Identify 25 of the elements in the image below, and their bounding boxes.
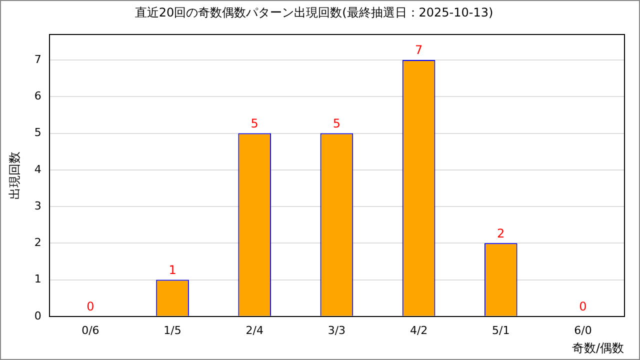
y-tick-label: 4	[34, 162, 42, 176]
y-tick-label: 0	[34, 309, 42, 322]
x-tick-label: 4/2	[410, 324, 428, 337]
y-tick-label: 6	[34, 90, 42, 103]
data-label: 1	[168, 262, 176, 277]
y-tick-label: 2	[34, 236, 42, 250]
x-tick-label: 1/5	[164, 324, 182, 337]
x-axis-title: 奇数/偶数	[572, 340, 624, 355]
x-tick-label: 5/1	[492, 324, 510, 337]
data-label: 0	[86, 300, 94, 314]
chart-title: 直近20回の奇数偶数パターン出現回数(最終抽選日：2025-10-13)	[134, 5, 494, 20]
x-tick-label: 3/3	[328, 324, 346, 337]
y-axis-title: 出現回数	[7, 151, 22, 200]
x-tick-label: 6/0	[574, 324, 592, 337]
y-tick-label: 7	[34, 52, 42, 66]
y-tick-label: 3	[34, 199, 42, 212]
data-label: 5	[332, 116, 341, 130]
data-label: 0	[579, 300, 587, 314]
data-label: 2	[497, 226, 505, 240]
x-tick-label: 0/6	[82, 324, 100, 337]
data-label: 5	[250, 116, 258, 130]
data-label: 7	[414, 43, 423, 58]
y-tick-label: 1	[34, 272, 42, 286]
x-tick-label: 2/4	[246, 324, 264, 337]
y-tick-label: 5	[34, 126, 42, 140]
